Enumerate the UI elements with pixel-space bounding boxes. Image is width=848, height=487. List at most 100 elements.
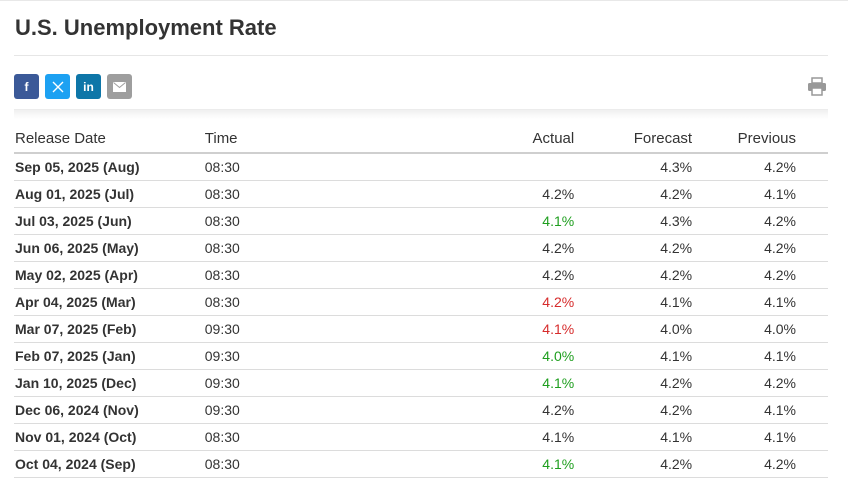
actual-cell: 4.1% <box>444 315 575 343</box>
actual-cell: 4.1% <box>444 450 575 478</box>
column-header-forecast[interactable]: Forecast <box>574 124 693 154</box>
release-date-cell: Nov 01, 2024 (Oct) <box>14 423 205 451</box>
table-row: Mar 07, 2025 (Feb) 09:30 4.1% 4.0% 4.0% <box>14 315 828 343</box>
time-cell: 08:30 <box>204 234 445 262</box>
time-cell: 09:30 <box>204 315 445 343</box>
share-linkedin-button[interactable]: in <box>76 74 101 99</box>
previous-cell: 4.2% <box>692 207 797 235</box>
time-cell: 09:30 <box>204 369 445 397</box>
forecast-cell: 4.2% <box>574 180 693 208</box>
time-cell: 09:30 <box>204 396 445 424</box>
actual-cell: 4.0% <box>444 342 575 370</box>
release-date-cell: Aug 01, 2025 (Jul) <box>14 180 205 208</box>
column-header-time[interactable]: Time <box>204 124 445 154</box>
forecast-cell: 4.1% <box>574 288 693 316</box>
header-separator <box>14 109 828 119</box>
column-header-previous[interactable]: Previous <box>692 124 797 154</box>
actual-cell: 4.2% <box>444 261 575 289</box>
previous-cell: 4.2% <box>692 234 797 262</box>
column-spacer <box>796 124 828 154</box>
release-date-cell: Sep 05, 2025 (Aug) <box>14 153 205 181</box>
printer-icon <box>808 77 826 96</box>
release-date-cell: May 02, 2025 (Apr) <box>14 261 205 289</box>
forecast-cell: 4.1% <box>574 342 693 370</box>
history-table: Release Date Time Actual Forecast Previo… <box>14 124 828 478</box>
table-row: Jun 06, 2025 (May) 08:30 4.2% 4.2% 4.2% <box>14 234 828 262</box>
previous-cell: 4.0% <box>692 315 797 343</box>
forecast-cell: 4.1% <box>574 423 693 451</box>
time-cell: 08:30 <box>204 261 445 289</box>
row-spacer <box>796 288 828 316</box>
share-x-button[interactable] <box>45 74 70 99</box>
previous-cell: 4.2% <box>692 261 797 289</box>
row-spacer <box>796 153 828 181</box>
forecast-cell: 4.2% <box>574 450 693 478</box>
linkedin-icon: in <box>83 79 94 94</box>
forecast-cell: 4.2% <box>574 369 693 397</box>
release-date-cell: Feb 07, 2025 (Jan) <box>14 342 205 370</box>
actual-cell: 4.2% <box>444 288 575 316</box>
time-cell: 09:30 <box>204 342 445 370</box>
actual-cell: 4.1% <box>444 369 575 397</box>
row-spacer <box>796 396 828 424</box>
release-date-cell: Mar 07, 2025 (Feb) <box>14 315 205 343</box>
envelope-icon <box>113 81 126 92</box>
column-header-actual[interactable]: Actual <box>444 124 575 154</box>
forecast-cell: 4.3% <box>574 153 693 181</box>
previous-cell: 4.2% <box>692 369 797 397</box>
release-date-cell: Apr 04, 2025 (Mar) <box>14 288 205 316</box>
previous-cell: 4.2% <box>692 153 797 181</box>
row-spacer <box>796 342 828 370</box>
table-row: Dec 06, 2024 (Nov) 09:30 4.2% 4.2% 4.1% <box>14 396 828 424</box>
actual-cell: 4.1% <box>444 207 575 235</box>
print-button[interactable] <box>807 77 827 96</box>
release-date-cell: Jul 03, 2025 (Jun) <box>14 207 205 235</box>
time-cell: 08:30 <box>204 288 445 316</box>
actual-cell <box>444 153 575 181</box>
actual-cell: 4.1% <box>444 423 575 451</box>
release-date-cell: Dec 06, 2024 (Nov) <box>14 396 205 424</box>
previous-cell: 4.1% <box>692 423 797 451</box>
actual-cell: 4.2% <box>444 396 575 424</box>
time-cell: 08:30 <box>204 423 445 451</box>
table-row: Jan 10, 2025 (Dec) 09:30 4.1% 4.2% 4.2% <box>14 369 828 397</box>
previous-cell: 4.1% <box>692 342 797 370</box>
table-row: Feb 07, 2025 (Jan) 09:30 4.0% 4.1% 4.1% <box>14 342 828 370</box>
row-spacer <box>796 450 828 478</box>
x-icon <box>52 81 63 92</box>
row-spacer <box>796 180 828 208</box>
time-cell: 08:30 <box>204 450 445 478</box>
table-row: Sep 05, 2025 (Aug) 08:30 4.3% 4.2% <box>14 153 828 181</box>
forecast-cell: 4.2% <box>574 261 693 289</box>
facebook-icon: f <box>24 79 29 94</box>
table-row: Nov 01, 2024 (Oct) 08:30 4.1% 4.1% 4.1% <box>14 423 828 451</box>
release-date-cell: Jun 06, 2025 (May) <box>14 234 205 262</box>
time-cell: 08:30 <box>204 153 445 181</box>
table-row: Apr 04, 2025 (Mar) 08:30 4.2% 4.1% 4.1% <box>14 288 828 316</box>
row-spacer <box>796 315 828 343</box>
row-spacer <box>796 207 828 235</box>
forecast-cell: 4.3% <box>574 207 693 235</box>
row-spacer <box>796 369 828 397</box>
previous-cell: 4.2% <box>692 450 797 478</box>
row-spacer <box>796 234 828 262</box>
release-date-cell: Jan 10, 2025 (Dec) <box>14 369 205 397</box>
title-divider <box>14 55 828 56</box>
row-spacer <box>796 261 828 289</box>
table-row: May 02, 2025 (Apr) 08:30 4.2% 4.2% 4.2% <box>14 261 828 289</box>
previous-cell: 4.1% <box>692 288 797 316</box>
table-row: Jul 03, 2025 (Jun) 08:30 4.1% 4.3% 4.2% <box>14 207 828 235</box>
previous-cell: 4.1% <box>692 180 797 208</box>
row-spacer <box>796 423 828 451</box>
share-email-button[interactable] <box>107 74 132 99</box>
forecast-cell: 4.0% <box>574 315 693 343</box>
page-title: U.S. Unemployment Rate <box>15 15 277 40</box>
release-date-cell: Oct 04, 2024 (Sep) <box>14 450 205 478</box>
table-header-row: Release Date Time Actual Forecast Previo… <box>14 124 828 154</box>
share-bar: f in <box>14 74 132 99</box>
column-header-release-date[interactable]: Release Date <box>14 124 205 154</box>
forecast-cell: 4.2% <box>574 234 693 262</box>
time-cell: 08:30 <box>204 207 445 235</box>
table-row: Aug 01, 2025 (Jul) 08:30 4.2% 4.2% 4.1% <box>14 180 828 208</box>
share-facebook-button[interactable]: f <box>14 74 39 99</box>
